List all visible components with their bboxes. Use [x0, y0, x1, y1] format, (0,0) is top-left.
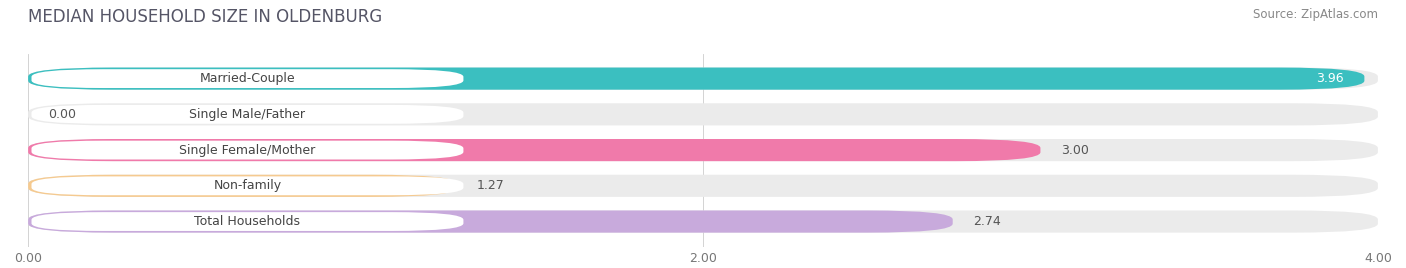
FancyBboxPatch shape	[28, 68, 1364, 90]
Text: Single Female/Mother: Single Female/Mother	[180, 144, 315, 157]
FancyBboxPatch shape	[31, 212, 464, 231]
FancyBboxPatch shape	[31, 176, 464, 195]
Text: 3.00: 3.00	[1060, 144, 1088, 157]
Text: 2.74: 2.74	[973, 215, 1001, 228]
FancyBboxPatch shape	[31, 105, 464, 124]
FancyBboxPatch shape	[28, 210, 1378, 233]
FancyBboxPatch shape	[31, 141, 464, 159]
FancyBboxPatch shape	[28, 175, 1378, 197]
Text: Married-Couple: Married-Couple	[200, 72, 295, 85]
FancyBboxPatch shape	[28, 175, 457, 197]
Text: Single Male/Father: Single Male/Father	[190, 108, 305, 121]
FancyBboxPatch shape	[28, 103, 1378, 125]
FancyBboxPatch shape	[28, 139, 1040, 161]
Text: MEDIAN HOUSEHOLD SIZE IN OLDENBURG: MEDIAN HOUSEHOLD SIZE IN OLDENBURG	[28, 8, 382, 26]
Text: Source: ZipAtlas.com: Source: ZipAtlas.com	[1253, 8, 1378, 21]
FancyBboxPatch shape	[28, 68, 1378, 90]
Text: 3.96: 3.96	[1316, 72, 1344, 85]
FancyBboxPatch shape	[31, 69, 464, 88]
FancyBboxPatch shape	[28, 139, 1378, 161]
Text: Total Households: Total Households	[194, 215, 301, 228]
Text: 1.27: 1.27	[477, 179, 505, 192]
FancyBboxPatch shape	[28, 210, 953, 233]
Text: Non-family: Non-family	[214, 179, 281, 192]
Text: 0.00: 0.00	[48, 108, 76, 121]
